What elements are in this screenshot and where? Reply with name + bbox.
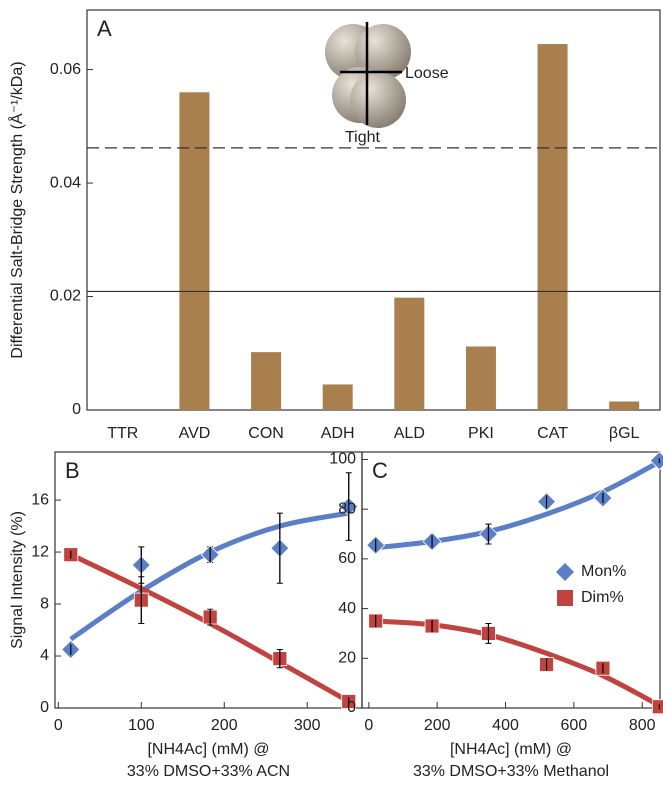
panel-label: B [65,458,80,483]
x-tick-label: ALD [394,425,425,442]
y-tick-label: 0.06 [50,61,81,78]
y-tick-label: 0 [72,401,81,418]
marker [651,699,663,715]
x-tick-label: 200 [424,717,451,734]
y-tick-label: 0.02 [50,288,81,305]
panel-label: A [97,16,112,41]
y-tick-label: 80 [338,500,356,517]
y-tick-label: 4 [40,647,49,664]
x-axis-label: [NH4Ac] (mM) @ [450,741,572,758]
y-tick-label: 0 [347,699,356,716]
bar [322,384,353,410]
legend-marker [557,590,573,606]
x-axis-label: [NH4Ac] (mM) @ [147,741,269,758]
bar [179,92,210,410]
marker [649,451,663,471]
frame [54,451,363,709]
dimer-icon [325,22,411,128]
panel-label: C [372,458,388,483]
y-tick-label: 0.04 [50,174,81,191]
x-tick-label: 600 [561,717,588,734]
bar [609,401,640,410]
annotation: Tight [345,129,381,146]
x-tick-label: 400 [492,717,519,734]
y-tick-label: 8 [40,595,49,612]
bar [394,297,425,410]
legend-label: Mon% [581,563,626,580]
x-tick-label: PKI [468,425,494,442]
x-tick-label: 0 [54,717,63,734]
y-axis-label: Signal Intensity (%) [9,511,26,649]
x-tick-label: 300 [294,717,321,734]
y-tick-label: 0 [40,699,49,716]
legend-marker [556,563,574,581]
x-axis-label: 33% DMSO+33% Methanol [413,763,609,780]
frame [86,9,661,411]
y-tick-label: 16 [31,491,49,508]
frame [361,451,661,709]
bar [465,346,496,410]
x-tick-label: βGL [609,425,640,442]
y-tick-label: 12 [31,543,49,560]
y-axis-label: Differential Salt-Bridge Strength (Å⁻¹/k… [7,61,26,358]
x-tick-label: ADH [321,425,355,442]
x-tick-label: 100 [128,717,155,734]
x-tick-label: CAT [537,425,568,442]
x-tick-label: 0 [364,717,373,734]
legend-label: Dim% [581,589,624,606]
x-tick-label: 200 [211,717,238,734]
y-tick-label: 20 [338,650,356,667]
y-tick-label: 100 [329,451,356,468]
y-tick-label: 60 [338,550,356,567]
fit-line [69,552,350,704]
x-tick-label: 800 [629,717,656,734]
bar [537,44,568,411]
x-tick-label: CON [248,425,284,442]
fit-line [375,459,661,551]
x-tick-label: AVD [179,425,211,442]
y-tick-label: 40 [338,600,356,617]
x-tick-label: TTR [107,425,138,442]
x-axis-label: 33% DMSO+33% ACN [127,763,290,780]
fit-line [375,618,661,708]
annotation: Loose [405,65,449,82]
bar [251,352,282,410]
